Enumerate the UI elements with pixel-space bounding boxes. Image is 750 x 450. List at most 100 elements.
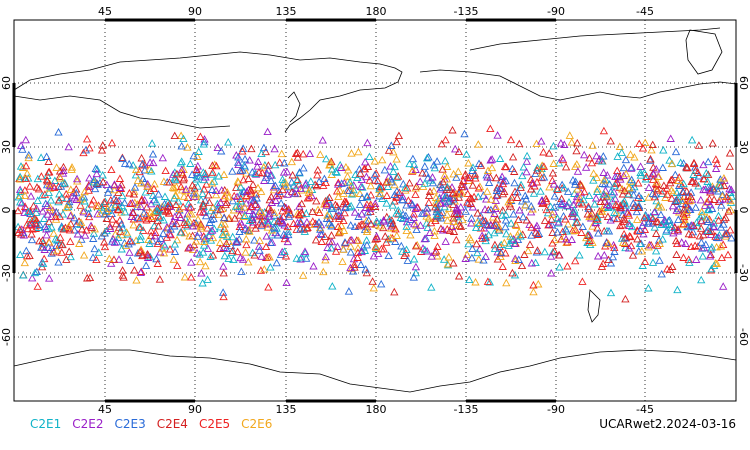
- occultation-marker: [479, 217, 488, 225]
- occultation-marker: [569, 208, 579, 217]
- occultation-marker: [129, 190, 139, 198]
- lat-labels-left: 60 30 0 -30 -60: [0, 76, 13, 346]
- occultation-marker: [316, 150, 325, 158]
- occultation-marker: [363, 138, 372, 147]
- occultation-marker: [688, 177, 697, 185]
- occultation-marker: [278, 247, 287, 256]
- occultation-marker: [629, 203, 638, 211]
- occultation-marker: [560, 140, 569, 148]
- occultation-marker: [239, 212, 249, 221]
- occultation-marker: [149, 184, 159, 193]
- occultation-marker: [390, 287, 399, 296]
- occultation-marker: [311, 235, 321, 244]
- occultation-marker: [498, 179, 508, 188]
- occultation-marker: [44, 157, 53, 165]
- occultation-marker: [362, 172, 371, 181]
- occultation-marker: [575, 194, 585, 202]
- occultation-marker: [179, 134, 188, 143]
- occultation-marker: [240, 154, 250, 163]
- occultation-marker: [369, 283, 378, 292]
- occultation-marker: [540, 216, 550, 224]
- occultation-marker: [634, 203, 643, 211]
- occultation-marker: [371, 244, 381, 252]
- occultation-marker: [498, 211, 507, 219]
- occultation-marker: [522, 157, 531, 165]
- occultation-marker: [85, 182, 94, 190]
- occultation-marker: [441, 237, 450, 245]
- occultation-marker: [16, 197, 25, 206]
- occultation-marker: [280, 158, 289, 167]
- occultation-marker: [502, 229, 511, 238]
- occultation-marker: [368, 277, 377, 285]
- occultation-marker: [181, 185, 191, 193]
- occultation-marker: [496, 248, 505, 256]
- occultation-marker: [653, 241, 662, 249]
- occultation-marker: [192, 165, 201, 174]
- occultation-marker: [152, 254, 161, 263]
- occultation-marker: [424, 152, 433, 161]
- occultation-marker: [283, 222, 292, 231]
- occultation-marker: [685, 258, 694, 266]
- occultation-marker: [587, 211, 596, 220]
- occultation-marker: [546, 252, 556, 260]
- occultation-marker: [386, 174, 396, 183]
- occultation-marker: [20, 191, 30, 199]
- occultation-marker: [16, 250, 25, 259]
- occultation-marker: [15, 225, 25, 233]
- occultation-marker: [251, 200, 260, 208]
- occultation-marker: [555, 262, 564, 271]
- occultation-marker: [81, 231, 90, 239]
- occultation-marker: [233, 177, 242, 185]
- occultation-marker: [485, 278, 494, 286]
- occultation-marker: [582, 233, 591, 242]
- occultation-marker: [264, 283, 273, 291]
- occultation-marker: [254, 242, 264, 250]
- occultation-marker: [469, 192, 479, 201]
- occultation-marker: [687, 221, 696, 229]
- occultation-marker: [511, 256, 520, 264]
- occultation-marker: [650, 207, 659, 216]
- occultation-marker: [714, 216, 723, 224]
- occultation-marker: [103, 188, 113, 196]
- occultation-marker: [339, 216, 348, 225]
- occultation-marker: [620, 196, 629, 205]
- occultation-marker: [176, 131, 186, 139]
- occultation-marker: [271, 196, 280, 204]
- occultation-marker: [644, 242, 653, 251]
- occultation-marker: [356, 260, 366, 268]
- occultation-marker: [219, 243, 228, 251]
- occultation-marker: [579, 195, 588, 204]
- occultation-marker: [362, 268, 371, 277]
- occultation-marker: [447, 222, 457, 230]
- occultation-marker: [206, 252, 215, 260]
- occultation-marker: [50, 176, 59, 184]
- occultation-marker: [398, 195, 407, 204]
- occultation-marker: [653, 185, 662, 194]
- occultation-marker: [317, 237, 326, 245]
- occultation-marker: [672, 239, 682, 248]
- occultation-marker: [345, 178, 355, 186]
- occultation-marker: [498, 262, 507, 270]
- occultation-marker: [270, 144, 279, 153]
- occultation-marker: [474, 255, 483, 263]
- occultation-marker: [43, 210, 52, 218]
- occultation-marker: [38, 191, 47, 199]
- occultation-marker: [231, 202, 241, 210]
- occultation-marker: [691, 178, 700, 187]
- occultation-marker: [665, 156, 674, 164]
- occultation-marker: [290, 189, 299, 197]
- occultation-marker: [170, 239, 180, 248]
- occultation-marker: [712, 233, 722, 241]
- occultation-marker: [242, 234, 251, 243]
- occultation-marker: [362, 191, 372, 200]
- occultation-marker: [720, 229, 730, 238]
- occultation-marker: [501, 176, 510, 185]
- occultation-marker: [322, 154, 331, 163]
- occultation-marker: [442, 210, 452, 218]
- legend-item: C2E5: [198, 417, 231, 431]
- occultation-marker: [92, 169, 101, 178]
- occultation-marker: [159, 215, 168, 224]
- occultation-marker: [51, 212, 60, 221]
- occultation-marker: [652, 164, 661, 173]
- occultation-marker: [98, 177, 108, 186]
